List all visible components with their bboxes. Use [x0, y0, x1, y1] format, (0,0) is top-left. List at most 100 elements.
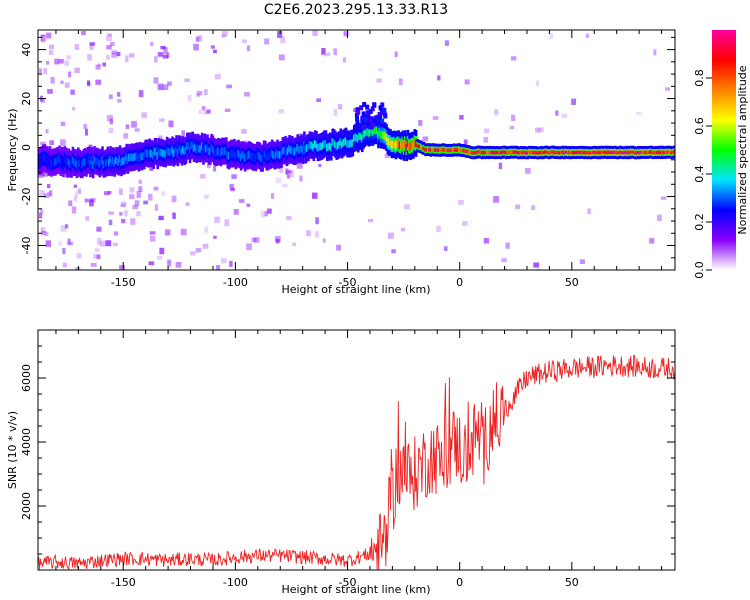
heatmap-noise-cell [136, 191, 141, 198]
heatmap-cell [613, 150, 617, 154]
heatmap-cell [179, 145, 182, 154]
heatmap-noise-cell [113, 231, 119, 236]
heatmap-cell [101, 156, 104, 164]
heatmap-cell [214, 148, 217, 157]
heatmap-cell [603, 150, 606, 155]
heatmap-cell [180, 148, 184, 156]
heatmap-noise-cell [40, 227, 45, 234]
heatmap-noise-cell [49, 44, 55, 50]
heatmap-cell [443, 148, 446, 152]
heatmap-cell [110, 158, 114, 167]
heatmap-cell [461, 148, 465, 153]
heatmap-noise-cell [123, 133, 129, 139]
heatmap-cell [147, 150, 150, 158]
heatmap-cell [599, 151, 602, 155]
heatmap-noise-cell [418, 120, 423, 127]
heatmap-noise-cell [264, 38, 270, 45]
heatmap-cell [486, 150, 489, 155]
heatmap-cell [278, 151, 282, 159]
heatmap-noise-cell [277, 31, 283, 38]
heatmap-cell [482, 150, 485, 155]
heatmap-cell [619, 150, 622, 154]
heatmap-cell [156, 151, 160, 160]
heatmap-cell [440, 148, 443, 152]
heatmap-noise-cell [108, 127, 114, 133]
heatmap-noise-cell [444, 246, 448, 251]
heatmap-cell [499, 151, 503, 155]
heatmap-noise-cell [72, 107, 76, 111]
heatmap-cell [171, 146, 174, 154]
heatmap-noise-cell [71, 206, 77, 214]
heatmap-cell [138, 151, 142, 160]
heatmap-cell [615, 150, 618, 155]
heatmap-noise-cell [154, 204, 159, 211]
heatmap-noise-cell [119, 188, 123, 195]
heatmap-noise-cell [201, 106, 206, 111]
heatmap-cell [556, 150, 559, 155]
heatmap-noise-cell [129, 194, 135, 200]
heatmap-noise-cell [278, 54, 285, 61]
heatmap-cell [38, 157, 41, 166]
heatmap-noise-cell [96, 237, 102, 245]
heatmap-cell [612, 150, 616, 155]
heatmap-cell [662, 150, 666, 155]
heatmap-noise-cell [190, 251, 196, 256]
heatmap-cell [380, 118, 385, 124]
heatmap-noise-cell [195, 247, 202, 253]
heatmap-noise-cell [134, 128, 140, 132]
heatmap-cell [63, 155, 67, 164]
heatmap-cell [354, 133, 357, 142]
heatmap-cell [447, 148, 450, 153]
heatmap-cell [284, 145, 287, 154]
heatmap-noise-cell [46, 32, 52, 39]
heatmap-cell [360, 119, 365, 125]
heatmap-cell [449, 148, 453, 153]
heatmap-noise-cell [165, 229, 171, 236]
heatmap-noise-cell [286, 216, 292, 221]
heatmap-cell [673, 150, 675, 154]
heatmap-cell [609, 150, 613, 155]
heatmap-cell [344, 137, 348, 145]
heatmap-cell [297, 146, 301, 154]
heatmap-cell [257, 151, 260, 160]
heatmap-noise-cell [231, 174, 237, 179]
heatmap-cell [363, 116, 368, 122]
heatmap-cell [219, 149, 223, 157]
heatmap-cell [218, 148, 221, 156]
heatmap-cell [509, 150, 512, 155]
heatmap-cell [381, 130, 384, 138]
heatmap-noise-cell [230, 187, 235, 191]
heatmap-cell [288, 144, 291, 153]
heatmap-noise-cell [384, 153, 390, 159]
heatmap-noise-cell [163, 47, 168, 54]
heatmap-cell [269, 151, 273, 160]
heatmap-cell [368, 117, 373, 123]
heatmap-noise-cell [185, 202, 190, 206]
heatmap-cell [221, 147, 224, 155]
heatmap-noise-cell [95, 79, 102, 85]
heatmap-cell [356, 135, 360, 143]
heatmap-cell [262, 150, 266, 158]
heatmap-cell [198, 145, 201, 153]
heatmap-cell [216, 147, 220, 156]
heatmap-noise-cell [84, 198, 89, 203]
heatmap-cell [48, 155, 52, 164]
heatmap-cell [422, 146, 426, 151]
heatmap-cell [272, 150, 275, 159]
heatmap-cell [544, 150, 547, 155]
heatmap-cell [347, 140, 351, 148]
heatmap-noise-cell [45, 129, 49, 134]
heatmap-cell [401, 140, 404, 148]
heatmap-cell [247, 150, 251, 159]
heatmap-cell [117, 158, 121, 166]
heatmap-cell [286, 147, 290, 155]
heatmap-noise-cell [368, 218, 374, 223]
heatmap-cell [87, 156, 91, 164]
heatmap-noise-cell [493, 196, 500, 203]
heatmap-cell [328, 142, 332, 150]
heatmap-noise-cell [60, 139, 66, 147]
heatmap-cell [537, 151, 540, 155]
snr-xtick-label: -50 [339, 576, 357, 589]
heatmap-noise-cell [149, 235, 156, 242]
heatmap-noise-cell [538, 127, 544, 133]
